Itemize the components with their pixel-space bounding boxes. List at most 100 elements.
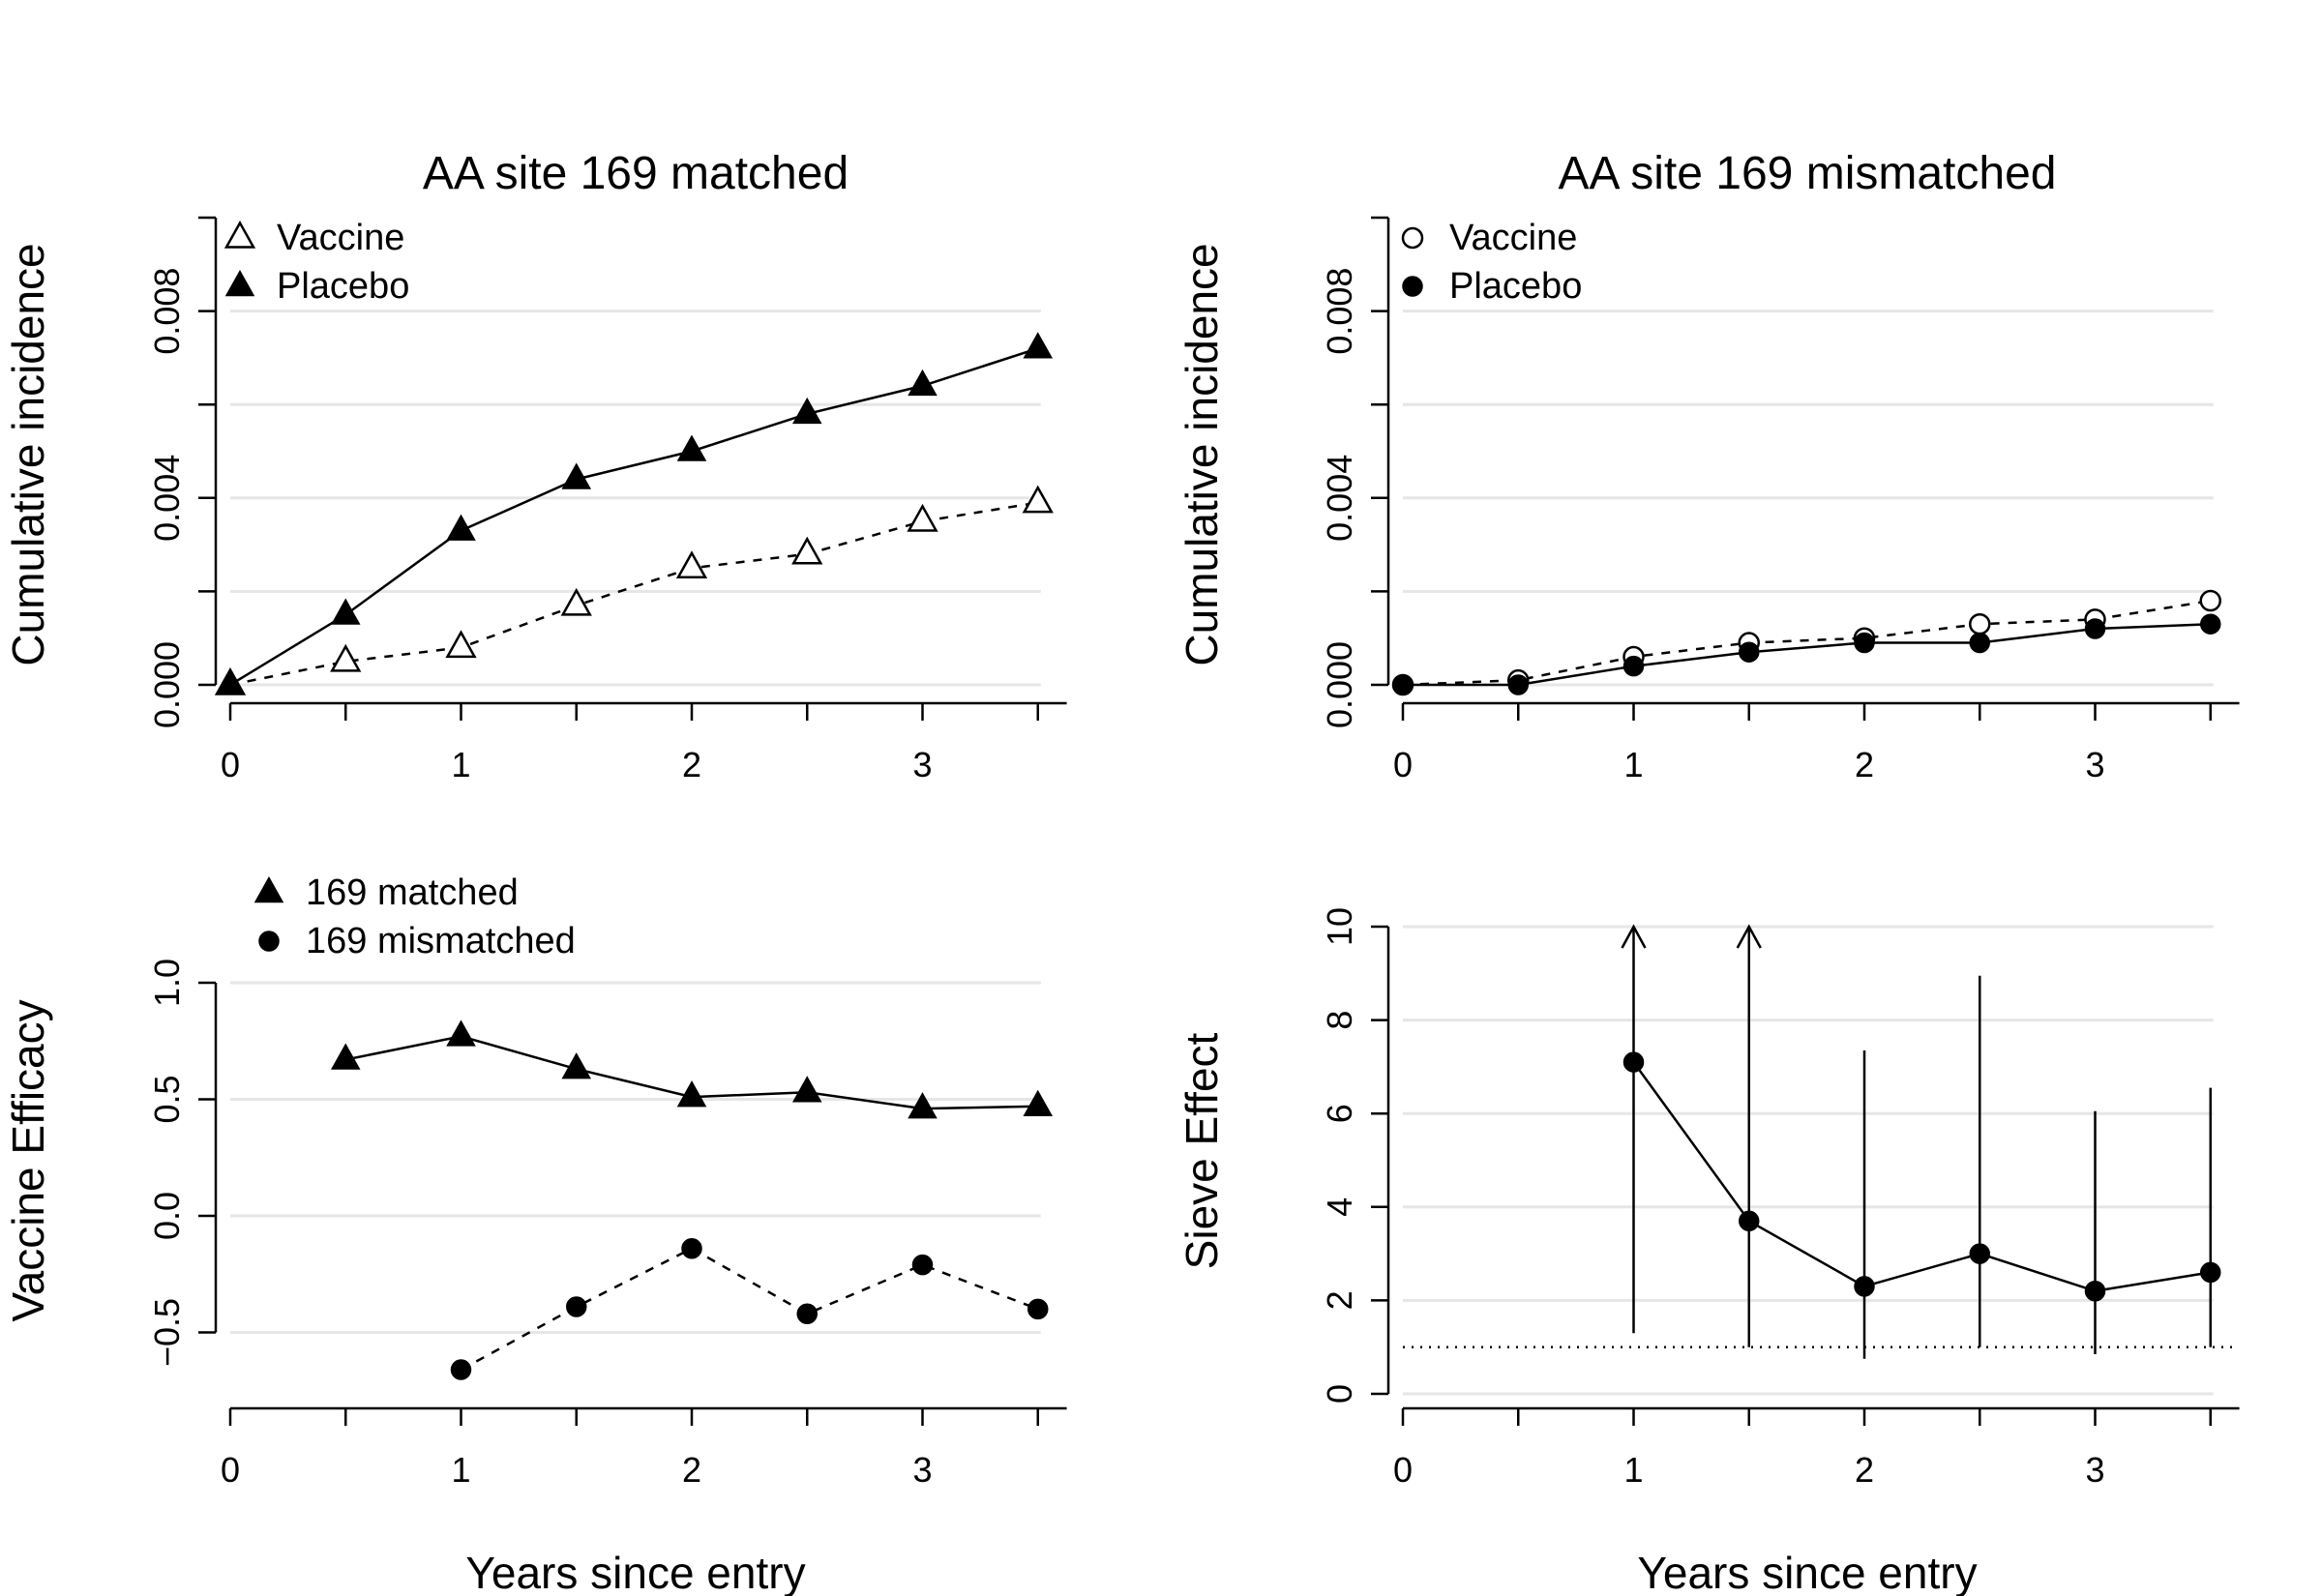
data-point [1023,1089,1054,1116]
data-point [1969,1243,1990,1264]
legend-marker [224,269,255,297]
y-tick-label: 6 [1320,1104,1359,1123]
x-tick-label: 0 [221,1450,240,1490]
data-point [1739,641,1760,663]
x-tick-label: 1 [451,745,470,784]
legend-marker [223,220,256,249]
data-point [566,1296,587,1317]
legend-marker [1401,226,1424,250]
x-tick-label: 1 [1623,745,1643,784]
data-point [1739,1210,1760,1232]
series-line [229,347,1039,687]
data-point [1854,1276,1875,1297]
data-point [1854,632,1875,654]
data-point [2084,1280,2106,1302]
x-tick-label: 3 [2085,745,2104,784]
panel-vaccine-efficacy: Vaccine Efficacy Years since entry −0.5 0… [3,872,1067,1596]
panel-sieve-effect: Sieve Effect Years since entry 0 2 4 6 8 10 0 1… [1176,907,2240,1596]
y-tick-label: 0.0 [147,1192,187,1240]
data-point [215,667,246,695]
data-point [1969,632,1990,654]
x-tick-label: 3 [2085,1450,2104,1490]
data-point [791,1076,822,1103]
data-point [2084,618,2106,639]
data-point [446,514,476,541]
x-axis-label: Years since entry [1637,1548,1977,1596]
data-point [446,1020,476,1047]
x-tick-label: 2 [1855,1450,1874,1490]
series-line [460,1247,1039,1372]
data-point [561,1052,592,1079]
y-tick-label: 0.004 [147,455,187,542]
legend-marker [253,875,284,903]
legend-label: Vaccine [1449,218,1577,258]
x-tick-label: 1 [451,1450,470,1490]
legend-marker [258,931,280,952]
data-point [2199,589,2221,612]
legend-label: Placebo [277,266,409,307]
data-point [1027,1298,1049,1320]
data-point [330,598,361,625]
x-tick-label: 3 [912,745,932,784]
y-tick-label: 4 [1320,1197,1359,1217]
plot-layer: 0.000 0.004 0.008 0 1 2 3 Vaccine Placebo [147,216,1067,784]
data-point [911,1254,934,1276]
y-tick-label: 0 [1320,1384,1359,1404]
x-tick-label: 0 [1393,745,1413,784]
y-tick-label: 0.008 [147,268,187,355]
data-point [1969,612,1991,635]
data-point [907,503,938,532]
data-point [1622,1051,1645,1073]
data-point [908,369,938,397]
ci-arrow [1621,924,1647,949]
data-point [1622,655,1645,677]
data-point [330,643,362,672]
y-tick-label: 0.004 [1320,455,1359,542]
x-tick-label: 2 [682,1450,701,1490]
y-tick-label: 0.008 [1320,268,1359,355]
data-point [2200,613,2221,635]
legend-label: 169 mismatched [306,921,576,961]
panel-cumulative-incidence-mismatched: AA site 169 mismatched Cumulative incide… [1176,148,2240,784]
panel-title: AA site 169 matched [423,148,848,199]
panel-title: AA site 169 mismatched [1559,148,2057,199]
data-point [676,1080,707,1108]
data-point [2200,1261,2221,1284]
y-axis-label: Sieve Effect [1176,1032,1227,1269]
y-axis-label: Cumulative incidence [3,243,53,665]
legend-marker [1402,276,1423,297]
panel-cumulative-incidence-matched: AA site 169 matched Cumulative incidence… [3,148,1067,784]
y-tick-label: 10 [1320,907,1359,946]
y-axis-label: Cumulative incidence [1176,243,1227,665]
data-point [675,550,708,578]
x-tick-label: 0 [1393,1450,1413,1490]
data-point [445,630,477,659]
x-tick-label: 3 [912,1450,932,1490]
x-tick-label: 0 [221,745,240,784]
plot-layer: −0.5 0.0 0.5 1.0 0 1 2 3 169 matched 169 mismatch… [147,872,1067,1490]
data-point [908,1092,938,1119]
y-tick-label: 0.000 [1320,641,1359,728]
data-point [1022,485,1054,514]
series-line [1402,599,2211,687]
x-tick-label: 1 [1623,1450,1643,1490]
legend-label: Vaccine [277,218,404,258]
data-point [330,1043,361,1070]
y-tick-label: 0.5 [147,1075,187,1123]
legend-label: Placebo [1449,266,1582,307]
plot-layer: 0 2 4 6 8 10 0 1 2 3 [1320,907,2240,1490]
y-tick-label: 8 [1320,1011,1359,1030]
data-point [796,1303,818,1324]
y-tick-label: 2 [1320,1290,1359,1310]
data-point [561,462,592,489]
legend-label: 169 matched [306,872,519,913]
y-tick-label: 0.000 [147,641,187,728]
series-line [1403,622,2211,687]
ci-arrow [1736,924,1762,949]
data-point [676,434,707,461]
data-point [791,397,822,425]
data-point [1392,674,1414,695]
series-line [1632,1061,2211,1292]
